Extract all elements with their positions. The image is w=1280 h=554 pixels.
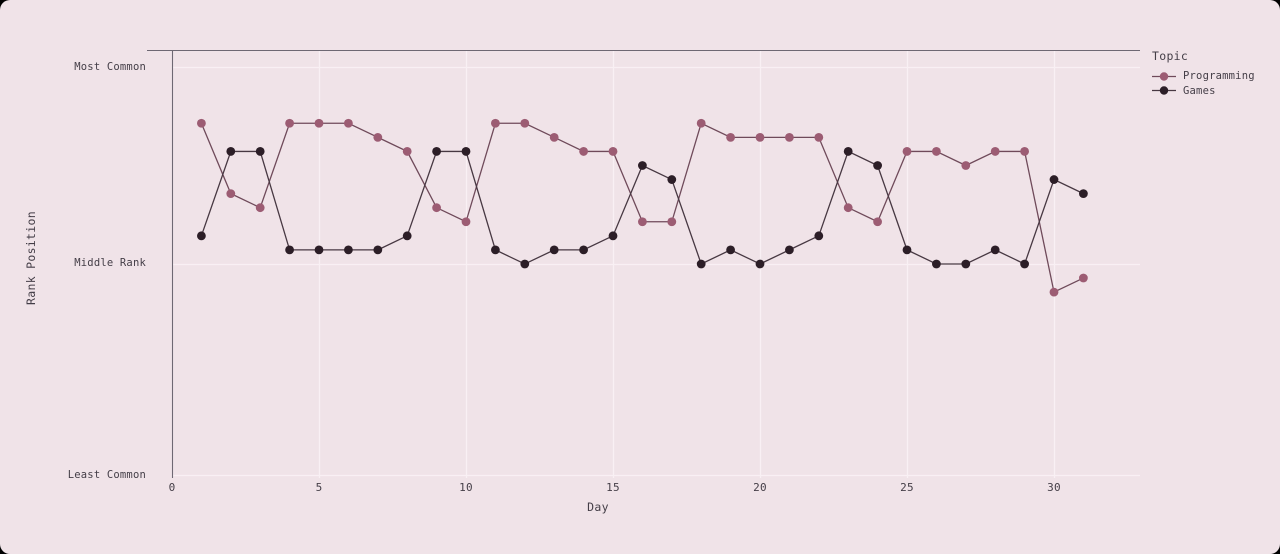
x-tick-label: 10	[459, 481, 473, 494]
data-point-programming	[696, 118, 706, 128]
data-point-programming	[667, 217, 677, 227]
x-tick-label: 20	[753, 481, 767, 494]
data-point-games	[873, 161, 882, 170]
data-point-games	[1049, 175, 1059, 184]
x-tick-label: 5	[315, 481, 323, 494]
legend-item-games: Games	[1152, 84, 1255, 99]
data-point-games	[667, 175, 677, 184]
data-point-games	[226, 147, 236, 156]
data-point-programming	[990, 147, 1000, 156]
legend-title: Topic	[1152, 49, 1189, 63]
data-point-programming	[549, 132, 559, 142]
data-point-programming	[520, 118, 530, 128]
legend-items: Programming Games	[1152, 69, 1255, 98]
legend-label: Games	[1183, 84, 1216, 97]
data-point-games	[491, 245, 500, 255]
data-point-games	[990, 245, 1000, 255]
data-point-games	[402, 231, 412, 241]
data-point-games	[726, 245, 735, 255]
data-point-games	[461, 147, 471, 156]
data-point-programming	[373, 132, 383, 142]
data-point-programming	[314, 118, 324, 128]
data-point-games	[1079, 189, 1088, 199]
data-point-programming	[902, 147, 912, 156]
data-point-programming	[785, 132, 794, 142]
data-point-programming	[344, 118, 353, 128]
data-point-programming	[608, 147, 618, 156]
data-point-games	[432, 147, 441, 156]
data-point-games	[638, 161, 647, 170]
legend-item-programming: Programming	[1152, 69, 1255, 84]
legend-label: Programming	[1183, 70, 1255, 83]
data-point-games	[932, 259, 941, 269]
data-point-programming	[1049, 287, 1059, 297]
data-point-games	[755, 259, 765, 269]
data-point-games	[1020, 259, 1029, 269]
y-tick-label: Least Common	[67, 468, 146, 481]
data-point-programming	[843, 203, 853, 213]
data-point-games	[843, 147, 853, 156]
series-line-programming	[200, 122, 1084, 294]
data-point-programming	[814, 132, 824, 142]
data-point-games	[373, 245, 383, 255]
data-point-programming	[491, 118, 500, 128]
data-point-games	[785, 245, 794, 255]
data-point-programming	[255, 203, 265, 213]
data-point-games	[255, 147, 265, 156]
data-point-games	[314, 245, 324, 255]
data-point-games	[696, 259, 706, 269]
data-point-games	[549, 245, 559, 255]
data-point-programming	[1079, 273, 1088, 283]
x-tick-label: 15	[606, 481, 620, 494]
x-axis-title: Day	[587, 500, 609, 514]
legend: Topic Programming Games	[1152, 49, 1255, 98]
data-point-programming	[873, 217, 882, 227]
data-point-programming	[932, 147, 941, 156]
legend-marker-icon	[1152, 86, 1176, 95]
legend-marker-icon	[1152, 72, 1176, 81]
data-point-programming	[726, 132, 735, 142]
data-point-programming	[755, 132, 765, 142]
data-point-programming	[961, 161, 971, 170]
data-point-programming	[579, 147, 588, 156]
y-tick-label: Middle Rank	[74, 257, 146, 270]
data-point-games	[197, 231, 206, 241]
data-point-programming	[226, 189, 236, 199]
data-point-programming	[638, 217, 647, 227]
data-point-programming	[402, 147, 412, 156]
data-point-games	[608, 231, 618, 241]
data-point-programming	[1020, 147, 1029, 156]
data-point-programming	[197, 118, 206, 128]
data-point-programming	[285, 118, 294, 128]
data-point-games	[902, 245, 912, 255]
data-point-programming	[432, 203, 441, 213]
data-point-programming	[461, 217, 471, 227]
data-point-games	[344, 245, 353, 255]
x-tick-label: 25	[900, 481, 914, 494]
data-point-games	[579, 245, 588, 255]
data-point-games	[520, 259, 530, 269]
y-tick-label: Most Common	[74, 60, 146, 73]
x-tick-label: 0	[168, 481, 176, 494]
data-point-games	[814, 231, 824, 241]
data-point-games	[961, 259, 971, 269]
data-point-games	[285, 245, 294, 255]
x-tick-label: 30	[1047, 481, 1061, 494]
